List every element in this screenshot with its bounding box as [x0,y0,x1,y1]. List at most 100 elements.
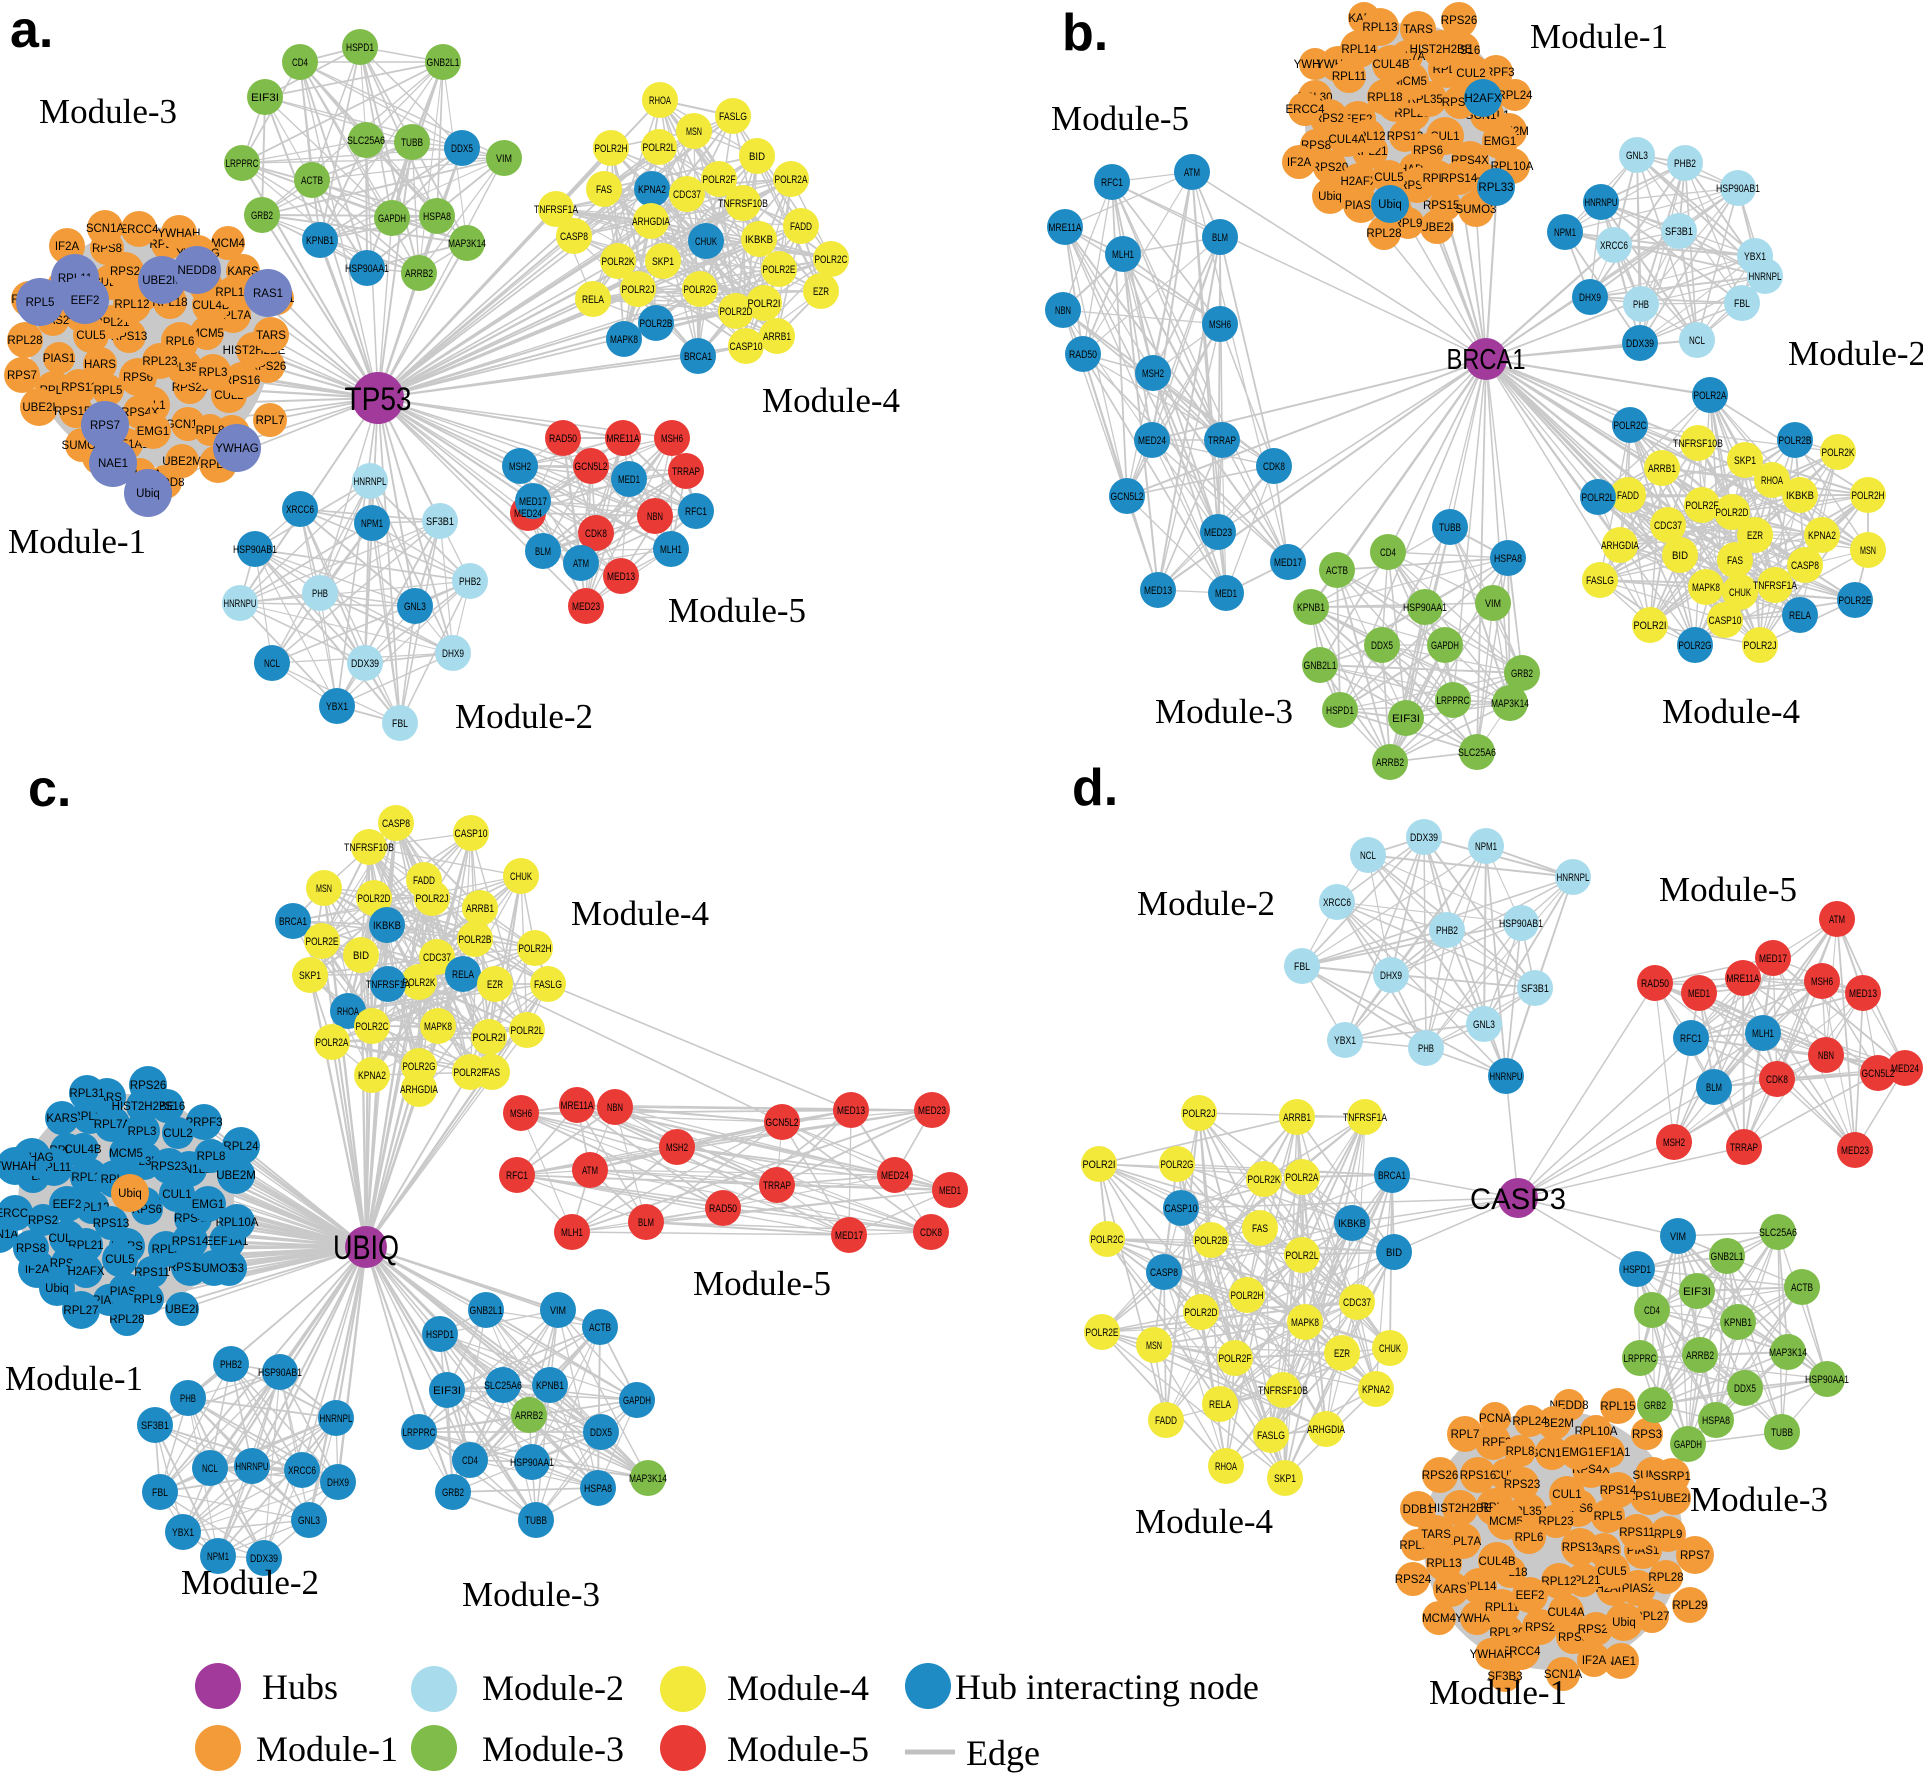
svg-text:DDX5: DDX5 [451,143,473,155]
svg-text:GNL3: GNL3 [1626,150,1648,162]
svg-text:MSN: MSN [1860,545,1876,557]
svg-text:RPL9: RPL9 [134,1294,163,1306]
svg-text:d.: d. [1072,759,1118,817]
svg-text:NPM1: NPM1 [1475,841,1497,853]
svg-text:CUL2: CUL2 [163,1128,192,1140]
svg-text:CASP8: CASP8 [1791,560,1819,572]
svg-text:CDC37: CDC37 [673,189,701,201]
svg-text:IKBKB: IKBKB [745,234,773,246]
svg-text:RPL6: RPL6 [1515,1532,1544,1544]
svg-text:POLR2H: POLR2H [1852,490,1885,502]
svg-text:MSH6: MSH6 [1209,319,1231,331]
svg-text:EMG1: EMG1 [192,1199,225,1211]
svg-text:SF3B1: SF3B1 [141,1420,169,1432]
svg-text:SUMO3: SUMO3 [194,1263,235,1275]
svg-text:TNFRSF10B: TNFRSF10B [718,198,768,210]
svg-text:IKBKB: IKBKB [1786,490,1814,502]
svg-text:ACTB: ACTB [1791,1282,1813,1294]
svg-text:RPS6: RPS6 [123,372,153,384]
svg-text:ATM: ATM [1829,914,1845,926]
svg-text:MSH2: MSH2 [1663,1137,1685,1149]
svg-text:BID: BID [749,151,765,163]
svg-text:MCM5: MCM5 [109,1148,143,1160]
svg-text:MAP3K14: MAP3K14 [629,1473,667,1485]
svg-text:SF3B1: SF3B1 [426,516,454,528]
svg-text:POLR2B: POLR2B [640,318,673,330]
svg-text:Module-2: Module-2 [1137,884,1275,923]
svg-text:RPS26: RPS26 [130,1080,166,1092]
svg-text:RPL5: RPL5 [26,297,55,309]
svg-text:MED1: MED1 [939,1185,961,1197]
svg-text:SKP1: SKP1 [1734,455,1756,467]
svg-text:RPS3: RPS3 [1632,1429,1662,1441]
svg-text:RPL7: RPL7 [1451,1429,1480,1441]
svg-text:TARS: TARS [1403,24,1433,36]
svg-text:CHUK: CHUK [510,871,532,883]
svg-text:EEF2: EEF2 [71,295,100,307]
svg-text:HNRNPL: HNRNPL [1749,271,1782,283]
svg-text:POLR2B: POLR2B [1195,1235,1228,1247]
svg-text:VIM: VIM [550,1305,566,1317]
svg-text:CASP8: CASP8 [1150,1267,1178,1279]
svg-text:LRPPRC: LRPPRC [1437,695,1470,707]
svg-text:POLR2D: POLR2D [1185,1307,1218,1319]
svg-text:CD4: CD4 [1380,547,1396,559]
svg-text:DHX9: DHX9 [442,648,464,660]
svg-text:RPL28: RPL28 [1648,1572,1683,1584]
svg-text:RPS23: RPS23 [172,382,208,394]
svg-text:DDB1: DDB1 [1403,1504,1434,1516]
svg-text:ERCC4: ERCC4 [120,224,160,236]
svg-text:NCL: NCL [264,658,280,670]
svg-text:CUL5: CUL5 [1597,1566,1626,1578]
svg-text:POLR2G: POLR2G [1679,640,1712,652]
svg-text:TUBB: TUBB [1771,1427,1793,1439]
svg-text:DHX9: DHX9 [1579,292,1601,304]
svg-text:MSH2: MSH2 [1142,368,1164,380]
svg-text:RELA: RELA [452,969,474,981]
svg-text:CUL4B: CUL4B [1478,1556,1515,1568]
svg-text:Ubiq: Ubiq [118,1188,142,1200]
svg-text:UBE2I: UBE2I [165,1304,198,1316]
svg-text:GCN5L2: GCN5L2 [575,461,608,473]
svg-text:HSP90AB1: HSP90AB1 [258,1367,302,1379]
svg-text:RPL33: RPL33 [1478,182,1513,194]
svg-text:POLR2L: POLR2L [643,142,676,154]
svg-text:CUL1: CUL1 [162,1189,191,1201]
svg-text:FBL: FBL [1294,961,1310,973]
svg-text:RPS2: RPS2 [1314,113,1344,125]
svg-text:RPL12: RPL12 [1541,1576,1576,1588]
svg-text:HNRNPL: HNRNPL [354,476,387,488]
svg-text:MLH1: MLH1 [561,1227,583,1239]
svg-text:RPS14: RPS14 [1600,1485,1637,1497]
svg-text:GNB2L1: GNB2L1 [1304,660,1337,672]
svg-text:RFC1: RFC1 [1680,1033,1702,1045]
svg-text:POLR2F: POLR2F [1686,500,1719,512]
svg-text:PRPF3: PRPF3 [185,1117,222,1129]
svg-text:MAP3K14: MAP3K14 [1491,698,1529,710]
svg-text:CDK8: CDK8 [585,528,607,540]
svg-text:Module-2: Module-2 [455,697,593,736]
svg-text:RPS7: RPS7 [90,420,120,432]
svg-text:H2AFX: H2AFX [1464,93,1501,105]
svg-text:SF3B1: SF3B1 [1521,983,1549,995]
svg-text:MED1: MED1 [1215,588,1237,600]
svg-text:ATM: ATM [582,1165,598,1177]
svg-text:MED17: MED17 [519,496,547,508]
svg-text:MAP3K14: MAP3K14 [448,238,486,250]
svg-text:EZR: EZR [487,979,503,991]
svg-text:SF3B1: SF3B1 [1665,226,1693,238]
svg-text:POLR2K: POLR2K [602,256,635,268]
svg-text:SF3B3: SF3B3 [1487,1671,1522,1683]
svg-text:HNRNPL: HNRNPL [1557,872,1590,884]
svg-text:MAPK8: MAPK8 [424,1021,452,1033]
svg-text:XRCC6: XRCC6 [1600,240,1628,252]
svg-text:CASP10: CASP10 [455,828,488,840]
svg-text:KPNB1: KPNB1 [1724,1317,1752,1329]
svg-text:RPL14: RPL14 [1341,44,1377,56]
svg-text:Module-5: Module-5 [1051,99,1189,138]
svg-text:ARRB1: ARRB1 [1648,463,1676,475]
svg-text:TRRAP: TRRAP [1730,1142,1758,1154]
svg-text:KPNB1: KPNB1 [1297,602,1325,614]
svg-text:POLR2I: POLR2I [748,298,781,310]
svg-text:CDC37: CDC37 [1654,520,1682,532]
